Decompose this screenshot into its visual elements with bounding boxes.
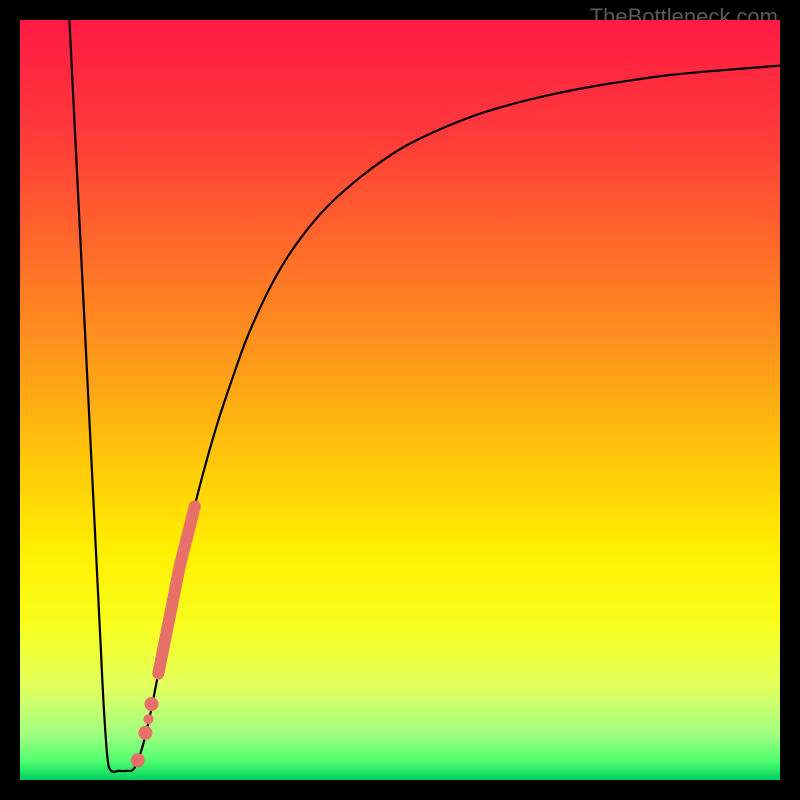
- highlight-dot: [143, 714, 153, 724]
- chart-container: TheBottleneck.com: [0, 0, 800, 800]
- plot-area: [20, 20, 780, 780]
- gradient-background: [20, 20, 780, 780]
- highlight-dot: [144, 697, 158, 711]
- highlight-dot: [131, 753, 145, 767]
- chart-svg: [20, 20, 780, 780]
- highlight-dot: [138, 726, 152, 740]
